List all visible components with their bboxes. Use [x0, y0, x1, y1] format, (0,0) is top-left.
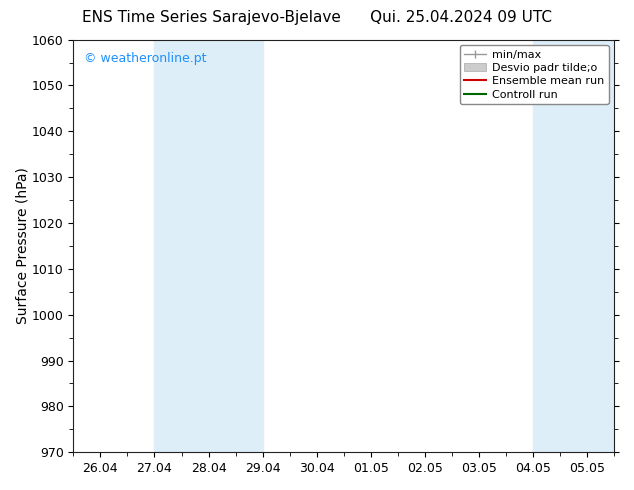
Bar	[533, 40, 634, 452]
Y-axis label: Surface Pressure (hPa): Surface Pressure (hPa)	[15, 168, 29, 324]
Text: © weatheronline.pt: © weatheronline.pt	[84, 52, 207, 65]
Text: ENS Time Series Sarajevo-Bjelave      Qui. 25.04.2024 09 UTC: ENS Time Series Sarajevo-Bjelave Qui. 25…	[82, 10, 552, 25]
Bar	[155, 40, 262, 452]
Legend: min/max, Desvio padr tilde;o, Ensemble mean run, Controll run: min/max, Desvio padr tilde;o, Ensemble m…	[460, 45, 609, 104]
